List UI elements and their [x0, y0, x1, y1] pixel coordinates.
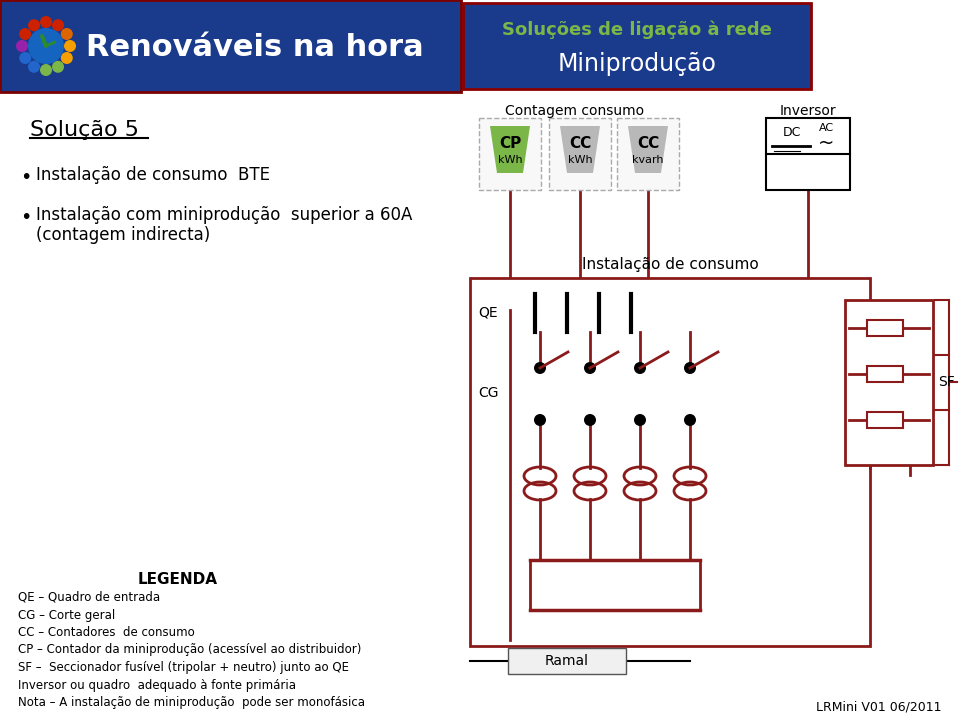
- Ellipse shape: [28, 19, 40, 31]
- Ellipse shape: [64, 40, 76, 52]
- Ellipse shape: [28, 61, 40, 73]
- Ellipse shape: [19, 52, 32, 64]
- Ellipse shape: [52, 61, 64, 73]
- Ellipse shape: [584, 362, 596, 374]
- Text: Nota – A instalação de miniprodução  pode ser monofásica: Nota – A instalação de miniprodução pode…: [18, 696, 365, 709]
- Text: AC: AC: [819, 123, 833, 133]
- Text: Inversor ou quadro  adequado à fonte primária: Inversor ou quadro adequado à fonte prim…: [18, 678, 296, 691]
- Text: LRMini V01 06/2011: LRMini V01 06/2011: [817, 701, 942, 714]
- Text: Soluções de ligação à rede: Soluções de ligação à rede: [502, 21, 772, 39]
- Bar: [867, 320, 903, 336]
- Bar: [867, 366, 903, 382]
- Bar: [549, 118, 611, 190]
- Ellipse shape: [634, 414, 646, 426]
- Ellipse shape: [684, 414, 696, 426]
- Ellipse shape: [684, 362, 696, 374]
- Polygon shape: [560, 126, 600, 173]
- Ellipse shape: [60, 52, 73, 64]
- Ellipse shape: [60, 28, 73, 40]
- Ellipse shape: [16, 40, 28, 52]
- Ellipse shape: [584, 414, 596, 426]
- Ellipse shape: [634, 362, 646, 374]
- Ellipse shape: [28, 28, 64, 64]
- Polygon shape: [628, 126, 668, 173]
- Bar: [470, 278, 870, 646]
- Text: ~: ~: [818, 133, 834, 153]
- Text: kvarh: kvarh: [633, 155, 663, 165]
- Bar: [0, 0, 461, 92]
- Text: LEGENDA: LEGENDA: [138, 572, 218, 587]
- Bar: [845, 300, 933, 465]
- Text: Ramal: Ramal: [545, 654, 589, 668]
- Text: (contagem indirecta): (contagem indirecta): [36, 226, 210, 244]
- Text: QE – Quadro de entrada: QE – Quadro de entrada: [18, 591, 160, 604]
- Bar: [617, 118, 679, 190]
- Text: Renováveis na hora: Renováveis na hora: [86, 33, 423, 63]
- Ellipse shape: [19, 28, 32, 40]
- Ellipse shape: [40, 64, 52, 76]
- Text: •: •: [20, 168, 32, 187]
- Bar: [0, 0, 461, 92]
- Text: CG: CG: [478, 386, 498, 400]
- Text: CC: CC: [569, 136, 591, 151]
- Text: CP – Contador da miniprodução (acessível ao distribuidor): CP – Contador da miniprodução (acessível…: [18, 644, 361, 657]
- Ellipse shape: [534, 414, 546, 426]
- Bar: [463, 3, 811, 89]
- Bar: [508, 648, 626, 674]
- Text: Solução 5: Solução 5: [30, 120, 139, 140]
- Bar: [479, 118, 541, 190]
- Bar: [463, 3, 811, 89]
- Text: kWh: kWh: [567, 155, 592, 165]
- Text: CG – Corte geral: CG – Corte geral: [18, 609, 115, 622]
- Text: Contagem consumo: Contagem consumo: [505, 104, 644, 118]
- Text: DC: DC: [782, 126, 802, 139]
- Text: SF –  Seccionador fusível (tripolar + neutro) junto ao QE: SF – Seccionador fusível (tripolar + neu…: [18, 661, 349, 674]
- Bar: [766, 118, 850, 190]
- Text: Instalação de consumo: Instalação de consumo: [582, 257, 758, 272]
- Text: •: •: [20, 208, 32, 227]
- Polygon shape: [490, 126, 530, 173]
- Text: Instalação de consumo  BTE: Instalação de consumo BTE: [36, 166, 270, 184]
- Text: SF: SF: [938, 375, 955, 389]
- Text: CC: CC: [636, 136, 660, 151]
- Text: Miniprodução: Miniprodução: [558, 52, 716, 76]
- Bar: [867, 412, 903, 428]
- Text: CP: CP: [499, 136, 521, 151]
- Text: kWh: kWh: [497, 155, 522, 165]
- Text: Instalação com miniprodução  superior a 60A: Instalação com miniprodução superior a 6…: [36, 206, 413, 224]
- Text: CC – Contadores  de consumo: CC – Contadores de consumo: [18, 626, 195, 639]
- Ellipse shape: [40, 16, 52, 28]
- Ellipse shape: [534, 362, 546, 374]
- Text: QE: QE: [478, 306, 497, 320]
- Text: Inversor: Inversor: [780, 104, 836, 118]
- Ellipse shape: [52, 19, 64, 31]
